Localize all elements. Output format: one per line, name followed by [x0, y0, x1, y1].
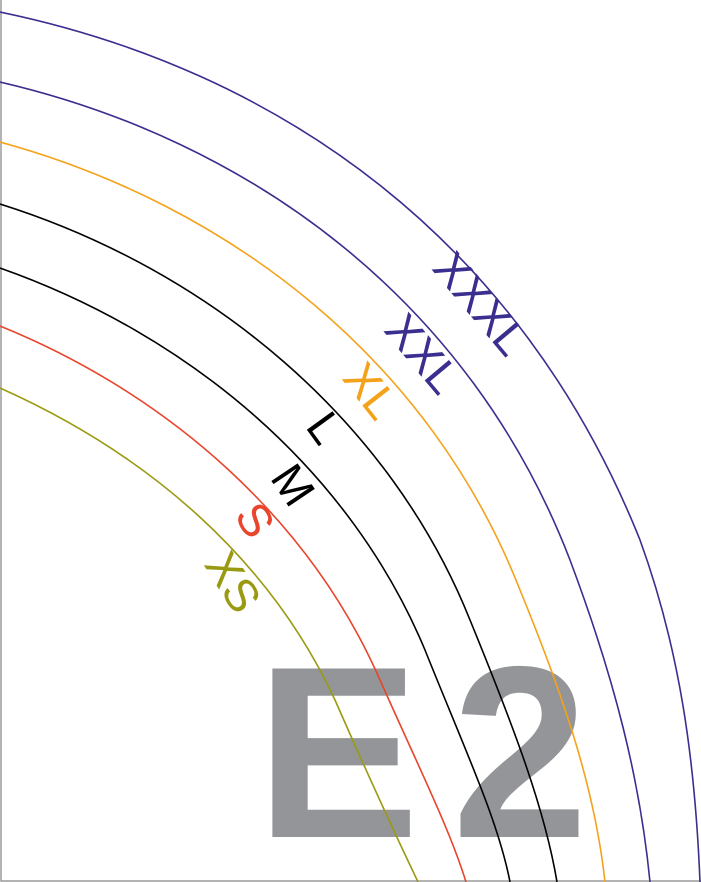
cut-line-m [0, 267, 511, 882]
cut-line-l [0, 203, 558, 882]
cut-line-xl [0, 141, 606, 882]
cut-line-s [0, 325, 467, 882]
size-label-xs: XS [195, 542, 272, 622]
cut-line-xs [0, 387, 419, 882]
cut-line-xxl [0, 81, 651, 882]
piece-letter: E [256, 615, 419, 882]
cut-line-xxxl [0, 11, 701, 882]
size-label-l: L [297, 402, 354, 453]
